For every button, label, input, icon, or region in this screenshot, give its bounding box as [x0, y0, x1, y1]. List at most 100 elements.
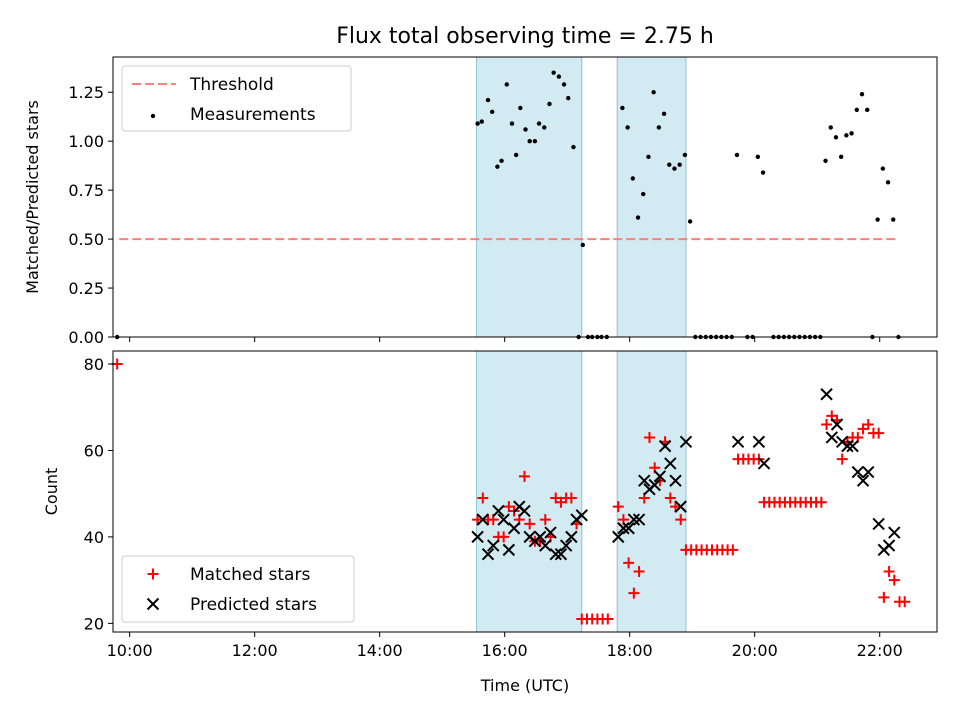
top-shaded-interval-1	[616, 56, 687, 338]
matched-star-marker	[883, 565, 895, 577]
measurement-point	[891, 217, 896, 222]
predicted-star-marker	[627, 513, 641, 526]
measurement-point	[849, 131, 854, 136]
measurement-point	[485, 97, 491, 103]
matched-star-marker	[821, 418, 833, 430]
predicted-star-marker	[669, 474, 682, 487]
measurement-point	[561, 82, 567, 87]
measurement-point	[536, 121, 542, 126]
measurement-point	[667, 162, 672, 167]
predicted-star-marker	[846, 439, 859, 453]
legend-measurements-swatch	[150, 113, 156, 119]
legend-box	[121, 65, 352, 132]
measurement-point	[641, 191, 646, 197]
measurement-point	[542, 125, 547, 130]
measurement-point	[823, 158, 828, 163]
x-tick-label: 12:00	[232, 641, 278, 660]
measurement-point	[532, 138, 538, 144]
bottom-series-1	[471, 388, 901, 561]
measurement-point	[499, 158, 504, 163]
matched-star-marker	[643, 431, 655, 443]
matched-star-marker	[472, 514, 484, 526]
predicted-star-marker	[471, 530, 484, 544]
measurement-point	[518, 105, 523, 111]
predicted-star-marker	[648, 478, 661, 492]
measurement-point	[509, 121, 515, 126]
legend-predicted-label: Predicted stars	[190, 595, 317, 615]
matched-star-marker	[633, 565, 645, 577]
matched-star-marker	[664, 492, 676, 504]
predicted-star-marker	[565, 530, 578, 544]
matched-star-marker	[878, 591, 890, 603]
predicted-star-marker	[487, 539, 500, 552]
chart-title: Flux total observing time = 2.75 h	[336, 24, 714, 49]
top-y-tick-label: 1.25	[68, 83, 104, 102]
predicted-star-marker	[872, 517, 885, 531]
matched-star-marker	[628, 587, 640, 599]
top-y-tick-label: 0.25	[68, 279, 104, 298]
predicted-star-marker	[533, 530, 547, 544]
measurement-point	[687, 219, 693, 224]
bottom-y-tick-label: 60	[84, 441, 104, 460]
matched-star-marker	[670, 501, 682, 513]
matched-star-marker	[612, 501, 624, 513]
top-y-tick-label: 0.75	[68, 181, 104, 200]
legend-measurements-label: Measurements	[190, 105, 316, 125]
measurement-point	[672, 166, 677, 171]
bottom-axes-frame	[112, 350, 938, 633]
measurement-point	[682, 152, 688, 158]
predicted-star-marker	[658, 439, 672, 453]
predicted-star-marker	[549, 547, 562, 561]
legend-predicted-swatch	[146, 597, 160, 611]
x-axis-label: Time (UTC)	[480, 676, 569, 695]
bottom-y-tick-label: 20	[84, 614, 104, 633]
measurement-point	[504, 82, 509, 87]
top-y-tick-label: 0.00	[68, 328, 104, 347]
top-y-tick-label: 1.00	[68, 132, 104, 151]
legend-matched-swatch	[147, 568, 159, 580]
measurement-point	[620, 105, 625, 111]
measurement-point	[859, 92, 865, 97]
bottom-shaded-interval-0	[476, 350, 583, 633]
measurement-point	[677, 162, 682, 167]
measurement-point	[556, 74, 562, 79]
predicted-star-marker	[492, 504, 505, 518]
predicted-star-marker	[559, 539, 573, 552]
predicted-star-marker	[664, 457, 677, 470]
predicted-star-marker	[841, 439, 854, 453]
predicted-star-marker	[507, 522, 521, 535]
predicted-star-marker	[554, 547, 568, 561]
predicted-star-marker	[757, 457, 771, 470]
matched-star-marker	[899, 596, 911, 608]
matched-star-marker	[836, 453, 848, 465]
measurement-point	[854, 107, 859, 113]
measurement-point	[547, 101, 552, 107]
predicted-star-marker	[539, 539, 552, 552]
matched-star-marker	[623, 557, 635, 569]
predicted-star-marker	[638, 474, 651, 487]
matched-star-marker	[111, 358, 123, 370]
measurement-point	[838, 154, 844, 160]
top-series-0	[114, 70, 901, 340]
top-legend: Threshold Measurements	[121, 65, 352, 132]
predicted-star-marker	[674, 500, 687, 513]
measurement-point	[566, 95, 571, 101]
matched-star-marker	[565, 492, 577, 504]
predicted-star-marker	[856, 474, 870, 487]
top-axes-frame	[112, 56, 938, 338]
measurement-point	[513, 152, 519, 158]
measurement-point	[760, 170, 766, 175]
measurement-point	[625, 125, 630, 130]
bottom-y-axis-label: Count	[42, 468, 61, 516]
matched-star-marker	[498, 531, 510, 543]
measurement-point	[527, 138, 532, 144]
matched-star-marker	[862, 418, 874, 430]
measurement-point	[755, 154, 761, 160]
top-panel: 0.00 0.25 0.50 0.75 1.00 1.25 Matched/Predicte…	[23, 56, 938, 347]
measurement-point	[734, 152, 740, 158]
x-tick-label: 16:00	[482, 641, 528, 660]
bottom-y-tick-label: 80	[84, 355, 104, 374]
predicted-star-marker	[653, 470, 667, 483]
predicted-star-marker	[851, 465, 865, 479]
legend-matched-label: Matched stars	[190, 565, 310, 585]
